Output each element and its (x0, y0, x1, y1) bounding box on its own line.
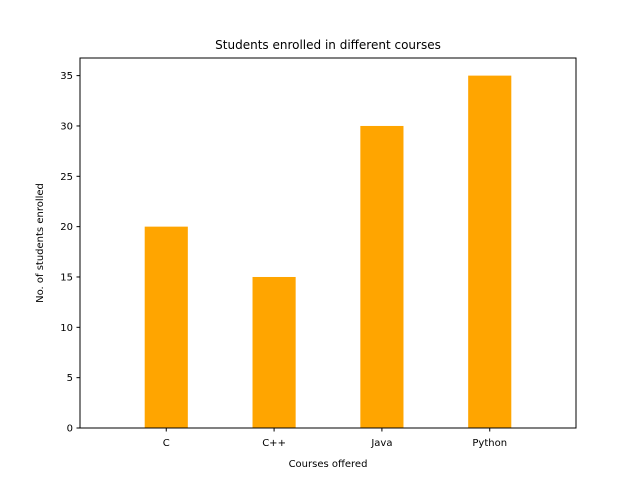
y-tick-label: 25 (60, 172, 73, 183)
bar-java (360, 125, 404, 429)
x-axis-ticks: C C++ Java Python (163, 428, 507, 449)
y-tick-label: 15 (60, 272, 73, 283)
x-axis-label: Courses offered (289, 459, 368, 470)
x-tick-label: C++ (262, 438, 286, 449)
bars-group (144, 75, 512, 429)
y-axis-label: No. of students enrolled (35, 183, 46, 303)
y-axis-ticks: 0 5 10 15 20 25 30 35 (60, 71, 80, 435)
x-tick-label: Python (472, 438, 507, 449)
bar-python (468, 75, 512, 428)
chart-title: Students enrolled in different courses (215, 38, 441, 52)
y-tick-label: 30 (60, 121, 73, 132)
plot-area-frame (79, 57, 577, 429)
x-tick-label: C (163, 438, 170, 449)
y-tick-label: 10 (60, 323, 73, 334)
bar-c (144, 226, 188, 428)
y-tick-label: 20 (60, 222, 73, 233)
y-tick-label: 5 (67, 373, 73, 384)
y-tick-label: 35 (60, 71, 73, 82)
x-tick-label: Java (370, 438, 392, 449)
y-tick-label: 0 (67, 424, 73, 435)
bar-cplus (252, 276, 296, 428)
